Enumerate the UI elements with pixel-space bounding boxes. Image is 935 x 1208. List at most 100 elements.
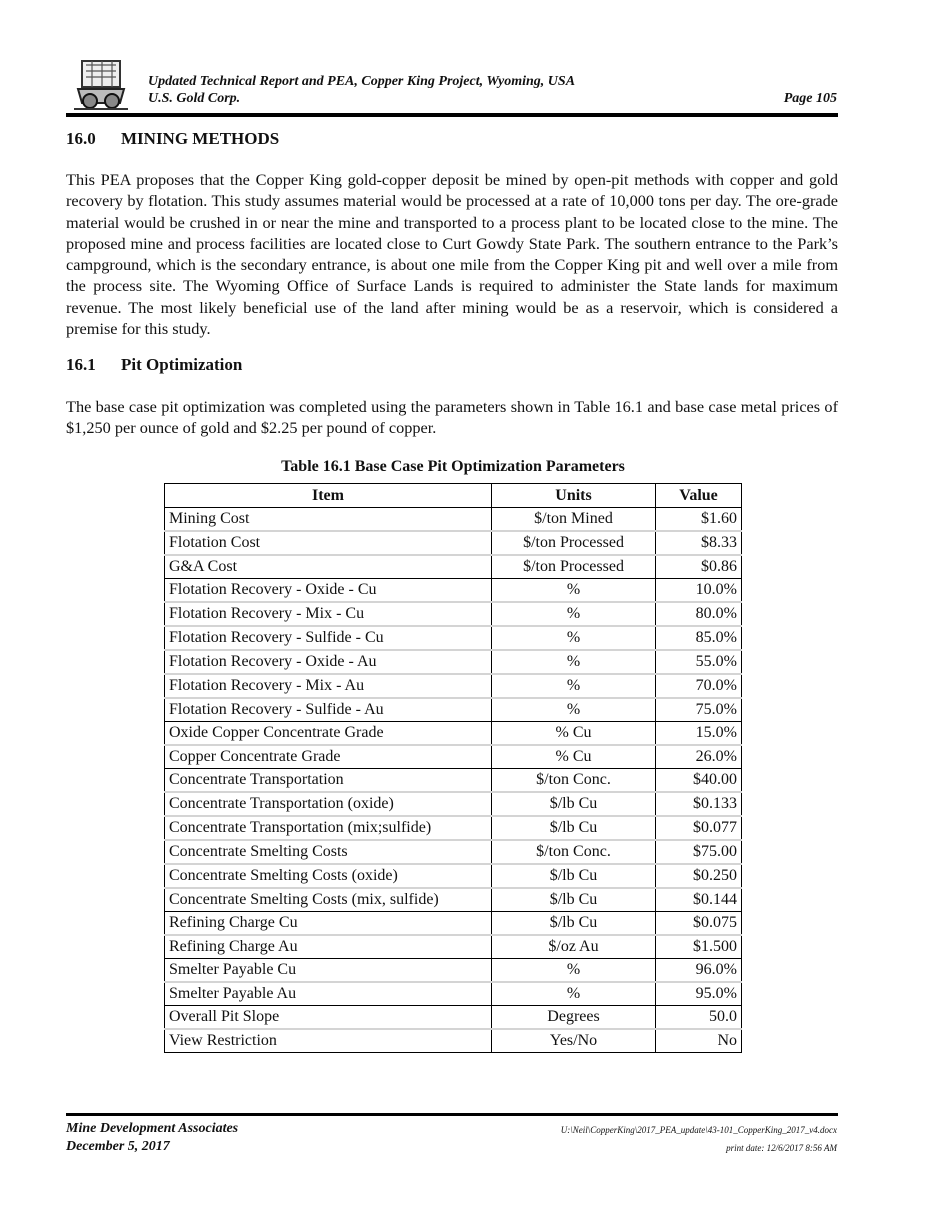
cell-item: Concentrate Transportation (oxide) (164, 792, 492, 817)
footer-company: Mine Development Associates (66, 1121, 239, 1136)
cell-value: 55.0% (655, 650, 742, 675)
cell-item: Flotation Recovery - Oxide - Cu (164, 578, 492, 603)
header-divider (66, 113, 838, 117)
table-row: Concentrate Smelting Costs (oxide) $/lb C… (164, 864, 742, 889)
cell-units: $/lb Cu (491, 888, 656, 912)
cell-item: Flotation Recovery - Oxide - Au (164, 650, 492, 675)
cell-units: $/ton Conc. (491, 768, 656, 793)
section-number: 16.0 (66, 129, 96, 148)
cell-value: $1.60 (655, 507, 742, 532)
cell-units: % (491, 602, 656, 627)
cell-value: $0.075 (655, 911, 742, 936)
table-row: View Restriction Yes/No No (164, 1029, 742, 1053)
table-row: G&A Cost $/ton Processed $0.86 (164, 555, 742, 579)
cell-item: Flotation Recovery - Sulfide - Cu (164, 626, 492, 651)
cell-units: % Cu (491, 745, 656, 769)
table-row: Flotation Recovery - Oxide - Cu% 10.0% (164, 578, 742, 603)
cell-item: Concentrate Smelting Costs (oxide) (164, 864, 492, 889)
cell-item: Refining Charge Cu (164, 911, 492, 936)
table-row: Refining Charge Cu $/lb Cu $0.075 (164, 911, 742, 936)
subsection-title: Pit Optimization (121, 355, 243, 374)
table-row: Flotation Recovery - Oxide - Au% 55.0% (164, 650, 742, 675)
section-title: MINING METHODS (121, 129, 280, 148)
cell-value: 15.0% (655, 721, 742, 746)
cell-units: $/oz Au (491, 935, 656, 959)
cell-units: $/ton Processed (491, 531, 656, 556)
column-header-value: Value (655, 483, 742, 508)
pit-optimization-paragraph: The base case pit optimization was compl… (66, 397, 838, 438)
cell-value: $0.86 (655, 555, 742, 579)
footer-divider (66, 1113, 838, 1116)
cell-value: 70.0% (655, 674, 742, 699)
cell-item: G&A Cost (164, 555, 492, 579)
table-row: Flotation Cost $/ton Processed $8.33 (164, 531, 742, 556)
cell-units: % (491, 578, 656, 603)
table-row: Flotation Recovery - Sulfide - Cu% 85.0% (164, 626, 742, 651)
cell-units: $/lb Cu (491, 792, 656, 817)
cell-units: $/lb Cu (491, 816, 656, 841)
cell-item: Oxide Copper Concentrate Grade (164, 721, 492, 746)
cell-item: View Restriction (164, 1029, 492, 1053)
table-caption: Table 16.1 Base Case Pit Optimization Pa… (281, 458, 625, 475)
cell-units: Degrees (491, 1005, 656, 1030)
cell-item: Mining Cost (164, 507, 492, 532)
cell-value: 80.0% (655, 602, 742, 627)
cell-units: % Cu (491, 721, 656, 746)
cell-item: Flotation Recovery - Sulfide - Au (164, 698, 492, 722)
intro-paragraph: This PEA proposes that the Copper King g… (66, 170, 838, 339)
cell-value: $0.144 (655, 888, 742, 912)
footer-file-path: U:\Neil\CopperKing\2017_PEA_update\43-10… (560, 1125, 837, 1135)
table-row: Concentrate Smelting Costs (mix, sulfide… (164, 888, 742, 912)
cell-item: Smelter Payable Au (164, 982, 492, 1006)
column-header-item: Item (164, 483, 492, 508)
cell-item: Flotation Recovery - Mix - Cu (164, 602, 492, 627)
cell-value: $0.250 (655, 864, 742, 889)
table-row: Flotation Recovery - Mix - Cu% 80.0% (164, 602, 742, 627)
cell-value: $1.500 (655, 935, 742, 959)
table-row: Flotation Recovery - Sulfide - Au% 75.0% (164, 698, 742, 722)
cell-value: 96.0% (655, 958, 742, 983)
company-logo-image (74, 60, 128, 110)
cell-units: % (491, 650, 656, 675)
cell-value: $8.33 (655, 531, 742, 556)
cell-value: 95.0% (655, 982, 742, 1006)
table-row: Copper Concentrate Grade% Cu 26.0% (164, 745, 742, 769)
cell-units: % (491, 982, 656, 1006)
cell-units: % (491, 674, 656, 699)
cell-item: Copper Concentrate Grade (164, 745, 492, 769)
cell-value: $40.00 (655, 768, 742, 793)
cell-units: % (491, 958, 656, 983)
column-header-units: Units (491, 483, 656, 508)
parameters-table: Item Units Value Mining Cost $/ton Mined $… (164, 483, 742, 1053)
cell-value: 75.0% (655, 698, 742, 722)
table-row: Concentrate Transportation (oxide) $/lb C… (164, 792, 742, 817)
cell-units: $/ton Processed (491, 555, 656, 579)
cell-units: % (491, 626, 656, 651)
footer-date: December 5, 2017 (66, 1139, 170, 1154)
cell-item: Concentrate Transportation (mix;sulfide) (164, 816, 492, 841)
cell-item: Concentrate Smelting Costs (164, 840, 492, 865)
cell-item: Refining Charge Au (164, 935, 492, 959)
cell-item: Smelter Payable Cu (164, 958, 492, 983)
subsection-heading: 16.1 Pit Optimization (66, 355, 242, 375)
table-row: Concentrate Transportation (mix;sulfide)… (164, 816, 742, 841)
cell-units: $/ton Mined (491, 507, 656, 532)
cell-value: 50.0 (655, 1005, 742, 1030)
cell-item: Overall Pit Slope (164, 1005, 492, 1030)
cell-units: % (491, 698, 656, 722)
cell-value: 10.0% (655, 578, 742, 603)
cell-value: No (655, 1029, 742, 1053)
table-row: Flotation Recovery - Mix - Au% 70.0% (164, 674, 742, 699)
table-row: Oxide Copper Concentrate Grade% Cu 15.0% (164, 721, 742, 746)
table-row: Refining Charge Au $/oz Au $1.500 (164, 935, 742, 959)
subsection-number: 16.1 (66, 355, 96, 374)
cell-value: 85.0% (655, 626, 742, 651)
table-row: Smelter Payable Au% 95.0% (164, 982, 742, 1006)
footer-print-date: print date: 12/6/2017 8:56 AM (726, 1143, 837, 1153)
cell-value: $0.133 (655, 792, 742, 817)
cell-value: $75.00 (655, 840, 742, 865)
cell-item: Flotation Recovery - Mix - Au (164, 674, 492, 699)
table-row: Mining Cost $/ton Mined $1.60 (164, 507, 742, 532)
header-company: U.S. Gold Corp. (148, 91, 241, 106)
page-number: Page 105 (783, 91, 837, 106)
